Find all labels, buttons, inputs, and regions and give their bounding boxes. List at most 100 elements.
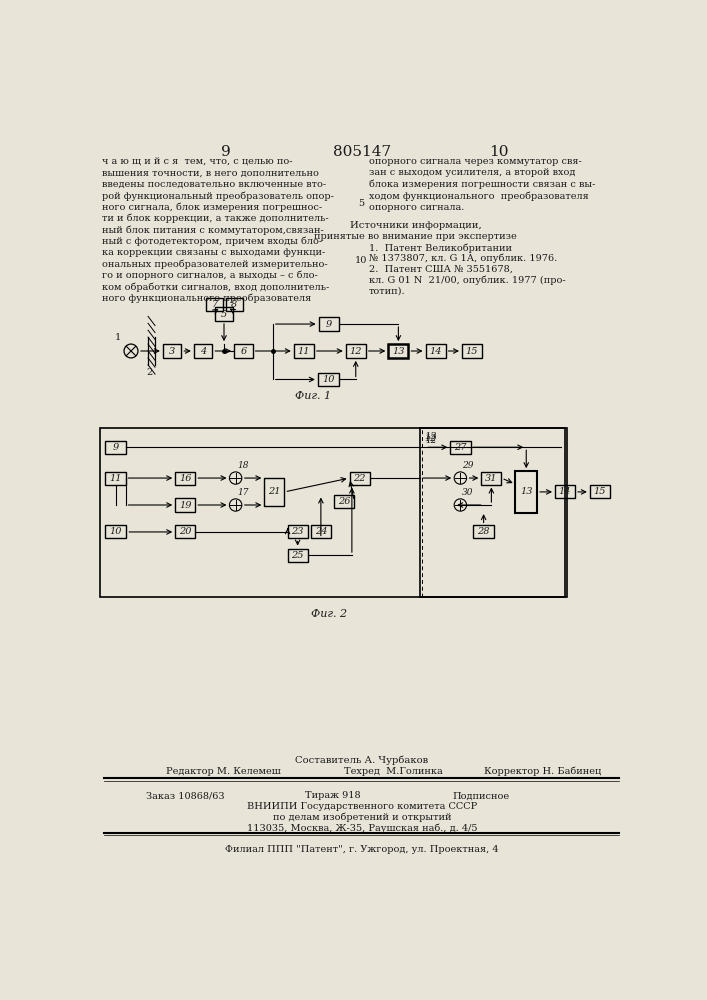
Text: 12: 12 xyxy=(424,434,436,443)
Text: зан с выходом усилителя, а второй вход: зан с выходом усилителя, а второй вход xyxy=(369,168,575,177)
Text: Подписное: Подписное xyxy=(452,791,510,800)
Text: 13: 13 xyxy=(520,487,532,496)
Bar xyxy=(590,485,610,498)
Bar xyxy=(175,498,195,512)
Text: ный блок питания с коммутатором,связан-: ный блок питания с коммутатором,связан- xyxy=(103,225,324,235)
Bar xyxy=(215,307,233,321)
Bar xyxy=(481,472,501,485)
Text: 1: 1 xyxy=(115,333,121,342)
Text: ВНИИПИ Государственного комитета СССР: ВНИИПИ Государственного комитета СССР xyxy=(247,802,477,811)
Text: 20: 20 xyxy=(179,527,192,536)
Text: 19: 19 xyxy=(179,500,192,510)
Text: опорного сигнала через коммутатор свя-: опорного сигнала через коммутатор свя- xyxy=(369,157,582,166)
Bar xyxy=(319,317,339,331)
Text: 6: 6 xyxy=(240,347,247,356)
Text: 5: 5 xyxy=(221,310,227,319)
Text: ный с фотодетектором, причем входы бло-: ный с фотодетектором, причем входы бло- xyxy=(103,237,322,246)
Bar xyxy=(163,344,182,358)
Bar xyxy=(346,344,366,358)
Text: Тираж 918: Тираж 918 xyxy=(305,791,361,800)
Text: 10: 10 xyxy=(489,145,509,159)
Bar xyxy=(288,549,308,562)
Text: 23: 23 xyxy=(291,527,304,536)
Text: тотип).: тотип). xyxy=(369,286,406,295)
Text: 10: 10 xyxy=(355,256,368,265)
Text: 24: 24 xyxy=(315,527,327,536)
Text: № 1373807, кл. G 1А, опублик. 1976.: № 1373807, кл. G 1А, опублик. 1976. xyxy=(369,254,557,263)
Text: 113035, Москва, Ж-35, Раушская наб., д. 4/5: 113035, Москва, Ж-35, Раушская наб., д. … xyxy=(247,824,477,833)
Text: введены последовательно включенные вто-: введены последовательно включенные вто- xyxy=(103,180,327,189)
Bar xyxy=(349,472,370,485)
Text: Составитель А. Чурбаков: Составитель А. Чурбаков xyxy=(296,755,428,765)
Text: по делам изобретений и открытий: по делам изобретений и открытий xyxy=(273,813,451,822)
Bar xyxy=(105,472,126,485)
Text: Заказ 10868/63: Заказ 10868/63 xyxy=(146,791,225,800)
Text: 26: 26 xyxy=(338,497,351,506)
Bar xyxy=(175,525,195,538)
Text: 9: 9 xyxy=(221,145,230,159)
Bar xyxy=(334,495,354,508)
Bar xyxy=(311,525,331,538)
Text: 27: 27 xyxy=(454,443,467,452)
Text: Фиг. 2: Фиг. 2 xyxy=(310,609,346,619)
Text: Редактор М. Келемеш: Редактор М. Келемеш xyxy=(166,767,281,776)
Text: 21: 21 xyxy=(268,487,281,496)
Text: 1.  Патент Великобритании: 1. Патент Великобритании xyxy=(369,243,512,253)
Text: 14: 14 xyxy=(559,487,571,496)
Text: 28: 28 xyxy=(477,527,490,536)
Text: ходом функционального  преобразователя: ходом функционального преобразователя xyxy=(369,191,589,201)
Bar xyxy=(420,428,567,597)
Bar xyxy=(388,344,409,358)
Text: 4: 4 xyxy=(200,347,206,356)
Text: 805147: 805147 xyxy=(333,145,391,159)
Text: 31: 31 xyxy=(485,474,498,483)
Text: 11: 11 xyxy=(110,474,122,483)
Text: 13: 13 xyxy=(392,347,404,356)
Bar xyxy=(194,344,212,358)
Text: 14: 14 xyxy=(429,347,442,356)
Text: блока измерения погрешности связан с вы-: блока измерения погрешности связан с вы- xyxy=(369,180,595,189)
Text: Источники информации,: Источники информации, xyxy=(349,221,481,230)
Bar xyxy=(175,472,195,485)
Text: 8: 8 xyxy=(231,300,238,309)
Text: ональных преобразователей измерительно-: ональных преобразователей измерительно- xyxy=(103,260,328,269)
Text: го и опорного сигналов, а выходы – с бло-: го и опорного сигналов, а выходы – с бло… xyxy=(103,271,318,280)
Bar xyxy=(555,485,575,498)
Text: 12: 12 xyxy=(426,436,437,445)
Text: 17: 17 xyxy=(237,488,249,497)
Text: Филиал ППП "Патент", г. Ужгород, ул. Проектная, 4: Филиал ППП "Патент", г. Ужгород, ул. Про… xyxy=(225,845,498,854)
Bar xyxy=(100,428,565,597)
Text: 22: 22 xyxy=(354,474,366,483)
Text: 5: 5 xyxy=(358,199,364,208)
Bar xyxy=(293,344,314,358)
Text: 15: 15 xyxy=(594,487,606,496)
Text: 9: 9 xyxy=(112,443,119,452)
Text: 2.  Патент США № 3551678,: 2. Патент США № 3551678, xyxy=(369,265,513,274)
Text: ка коррекции связаны с выходами функци-: ка коррекции связаны с выходами функци- xyxy=(103,248,326,257)
Bar xyxy=(450,441,472,454)
Text: Техред  М.Голинка: Техред М.Голинка xyxy=(344,767,443,776)
Text: 15: 15 xyxy=(466,347,478,356)
Text: 9: 9 xyxy=(325,320,332,329)
Text: принятые во внимание при экспертизе: принятые во внимание при экспертизе xyxy=(314,232,517,241)
Text: опорного сигнала.: опорного сигнала. xyxy=(369,203,464,212)
Text: 25: 25 xyxy=(291,551,304,560)
Text: ного сигнала, блок измерения погрешнос-: ного сигнала, блок измерения погрешнос- xyxy=(103,203,322,212)
Text: Фиг. 1: Фиг. 1 xyxy=(295,391,331,401)
Text: 12: 12 xyxy=(349,347,362,356)
Text: 11: 11 xyxy=(298,347,310,356)
Text: 30: 30 xyxy=(462,488,474,497)
Text: 7: 7 xyxy=(211,300,218,309)
Bar xyxy=(105,525,127,538)
Text: вышения точности, в него дополнительно: вышения точности, в него дополнительно xyxy=(103,168,319,177)
Bar xyxy=(473,525,494,538)
Bar xyxy=(426,344,445,358)
Bar xyxy=(462,344,482,358)
Text: кл. G 01 N  21/00, опублик. 1977 (про-: кл. G 01 N 21/00, опублик. 1977 (про- xyxy=(369,275,566,285)
Text: 2: 2 xyxy=(146,368,153,377)
Bar xyxy=(288,525,308,538)
Text: 29: 29 xyxy=(462,461,474,470)
Bar xyxy=(206,298,223,311)
Bar xyxy=(226,298,243,311)
Bar xyxy=(515,471,537,513)
